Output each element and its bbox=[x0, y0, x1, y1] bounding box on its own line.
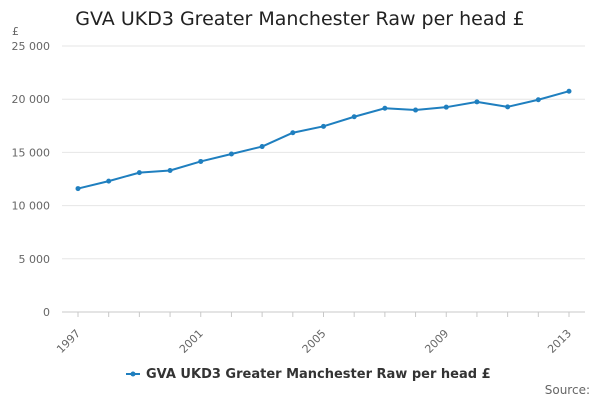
y-tick-label: 5 000 bbox=[19, 253, 51, 266]
y-tick-label: 10 000 bbox=[12, 200, 51, 213]
data-point[interactable] bbox=[198, 158, 204, 164]
series-layer bbox=[75, 88, 572, 192]
data-point[interactable] bbox=[351, 114, 357, 120]
data-point[interactable] bbox=[228, 151, 234, 157]
source-label: Source: bbox=[545, 383, 590, 397]
data-point[interactable] bbox=[136, 170, 142, 176]
data-point[interactable] bbox=[259, 144, 265, 150]
y-tick-label: 15 000 bbox=[12, 146, 51, 159]
data-point[interactable] bbox=[290, 130, 296, 136]
data-point[interactable] bbox=[443, 104, 449, 110]
data-point[interactable] bbox=[321, 123, 326, 129]
data-point[interactable] bbox=[474, 99, 480, 105]
chart-title: GVA UKD3 Greater Manchester Raw per head… bbox=[75, 8, 525, 30]
grid-lines bbox=[62, 45, 585, 313]
x-tick-label: 2009 bbox=[422, 327, 451, 356]
y-axis-unit-label: £ bbox=[12, 25, 19, 38]
y-axis: 0 5 000 10 000 15 000 20 000 25 000 bbox=[12, 40, 51, 319]
data-point[interactable] bbox=[75, 186, 81, 192]
legend[interactable]: GVA UKD3 Greater Manchester Raw per head… bbox=[126, 367, 491, 382]
x-tick-label: 2001 bbox=[177, 327, 206, 356]
y-tick-label: 20 000 bbox=[12, 93, 51, 106]
x-tick-label: 2013 bbox=[545, 327, 574, 356]
data-point[interactable] bbox=[505, 104, 511, 110]
data-point[interactable] bbox=[382, 105, 388, 111]
data-point[interactable] bbox=[413, 107, 419, 113]
y-tick-label: 25 000 bbox=[12, 40, 51, 53]
y-tick-label: 0 bbox=[43, 306, 50, 319]
data-point[interactable] bbox=[106, 178, 112, 184]
data-point[interactable] bbox=[167, 167, 173, 173]
x-axis: 1997 2001 2005 2009 2013 bbox=[54, 312, 574, 356]
series-line bbox=[77, 90, 570, 190]
legend-point-marker bbox=[130, 371, 136, 377]
data-point[interactable] bbox=[566, 88, 572, 94]
x-tick-label: 1997 bbox=[54, 327, 83, 356]
legend-entry-label: GVA UKD3 Greater Manchester Raw per head… bbox=[146, 367, 491, 382]
data-point[interactable] bbox=[535, 97, 541, 103]
x-tick-label: 2005 bbox=[300, 327, 329, 356]
